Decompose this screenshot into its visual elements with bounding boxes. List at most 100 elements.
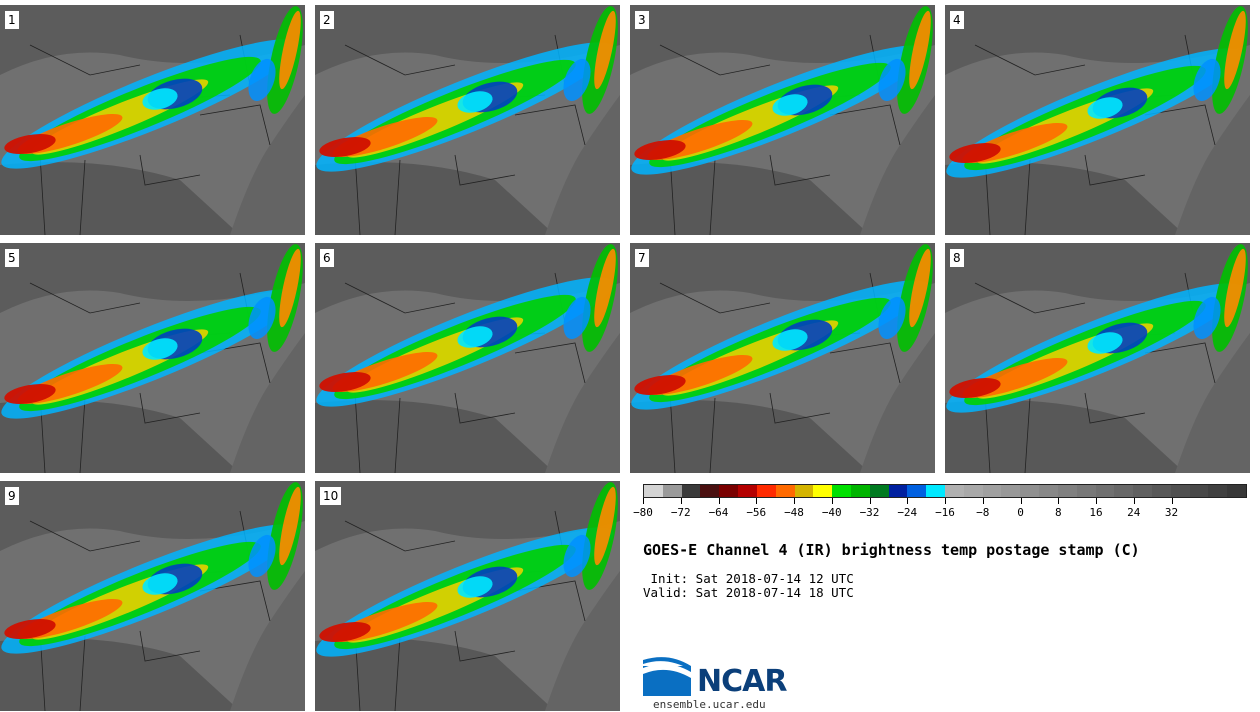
colorbar-tick [1020,498,1022,504]
colorbar-cell [945,485,964,497]
postage-stamp-panel: 9 [0,481,305,711]
colorbar-tick [945,498,946,504]
colorbar-cell [1076,485,1096,497]
panel-number-label: 3 [635,11,649,29]
colorbar-tick-label: −24 [897,506,918,519]
colorbar-cell [850,485,870,497]
colorbar-cell [1095,485,1115,497]
panel-number-label: 8 [950,249,964,267]
colorbar-tick-label: 16 [1089,506,1103,519]
panel-number-label: 9 [5,487,19,505]
ir-map [945,5,1250,235]
postage-stamp-panel: 3 [630,5,935,235]
ncar-logo-icon [643,657,691,696]
colorbar-cell [888,485,908,497]
panel-number-label: 1 [5,11,19,29]
colorbar-tick-label: −64 [708,506,729,519]
logo-wordmark: NCAR [697,664,787,699]
colorbar-tick [831,498,833,504]
colorbar-cell [907,485,927,497]
postage-stamp-panel: 1 [0,5,305,235]
colorbar-cell [1114,485,1134,497]
colorbar-cell [738,485,757,497]
colorbar-cell [700,485,720,497]
postage-stamp-panel: 5 [0,243,305,473]
postage-stamp-panel: 10 [315,481,620,711]
colorbar-tick-label: −48 [784,506,804,519]
colorbar-tick [907,498,909,504]
colorbar-cell [1001,485,1021,497]
colorbar-tick [1058,498,1060,504]
colorbar-tick [869,498,871,504]
colorbar-tick-label: −56 [746,506,767,519]
colorbar-cell [644,485,663,497]
figure-title: GOES-E Channel 4 (IR) brightness temp po… [643,541,1140,559]
colorbar-tick [1096,498,1097,504]
colorbar-tick-label: −72 [670,506,691,519]
colorbar-tick [718,498,720,504]
ir-map [630,5,935,235]
colorbar-tick-label: 0 [1017,506,1024,519]
colorbar-tick [1171,498,1173,504]
colorbar-cell [794,485,814,497]
colorbar-cell [1133,485,1152,497]
panel-number-label: 4 [950,11,964,29]
colorbar-cell [1208,485,1228,497]
panel-number-label: 7 [635,249,649,267]
colorbar [643,484,1247,498]
colorbar-cell [1170,485,1190,497]
ir-map [0,5,305,235]
colorbar-tick [680,498,682,504]
init-time: Init: Sat 2018-07-14 12 UTC [643,571,854,586]
ir-map [0,481,305,711]
colorbar-cell [662,485,682,497]
colorbar-cell [926,485,945,497]
colorbar-tick [982,498,984,504]
ir-map [315,243,620,473]
colorbar-cell [1039,485,1058,497]
colorbar-cell [775,485,795,497]
panel-number-label: 2 [320,11,334,29]
colorbar-tick [643,498,644,504]
colorbar-cell [719,485,739,497]
colorbar-tick-label: 8 [1054,506,1062,519]
panel-number-label: 6 [320,249,334,267]
postage-stamp-panel: 7 [630,243,935,473]
colorbar-cell [813,485,833,497]
colorbar-tick-label: −80 [633,506,653,519]
colorbar-tick-label: −40 [821,506,842,519]
colorbar-tick [756,498,758,504]
colorbar-cell [681,485,701,497]
colorbar-tick-label: 32 [1164,506,1179,519]
postage-stamp-panel: 2 [315,5,620,235]
postage-stamp-panel: 8 [945,243,1250,473]
colorbar-tick-label: −32 [859,506,880,519]
colorbar-cell [1151,485,1171,497]
colorbar-cell [963,485,983,497]
colorbar-tick-label: −16 [935,506,955,519]
ir-map [315,5,620,235]
colorbar-cell [1189,485,1209,497]
postage-stamp-panel: 6 [315,243,620,473]
colorbar-cell [1057,485,1077,497]
colorbar-ticks: −80 −72 −64 −56 −48 −40 −32 −24 −16 −8 0 8 16 24 32 [633,498,1247,524]
colorbar-cell [756,485,776,497]
postage-stamp-panel: 4 [945,5,1250,235]
panel-number-label: 10 [320,487,342,505]
colorbar-cell [1227,485,1246,497]
colorbar-cell [1020,485,1040,497]
ir-map [315,481,620,711]
colorbar-tick [794,498,795,504]
colorbar-cell [982,485,1002,497]
colorbar-cell [869,485,889,497]
valid-time: Valid: Sat 2018-07-14 18 UTC [643,585,854,600]
panel-number-label: 5 [5,249,19,267]
colorbar-tick [1133,498,1135,504]
site-url: ensemble.ucar.edu [653,698,766,711]
colorbar-cell [832,485,851,497]
ir-map [945,243,1250,473]
colorbar-tick-label: 24 [1127,506,1141,519]
ir-map [0,243,305,473]
colorbar-tick-label: −8 [976,506,990,519]
ir-map [630,243,935,473]
